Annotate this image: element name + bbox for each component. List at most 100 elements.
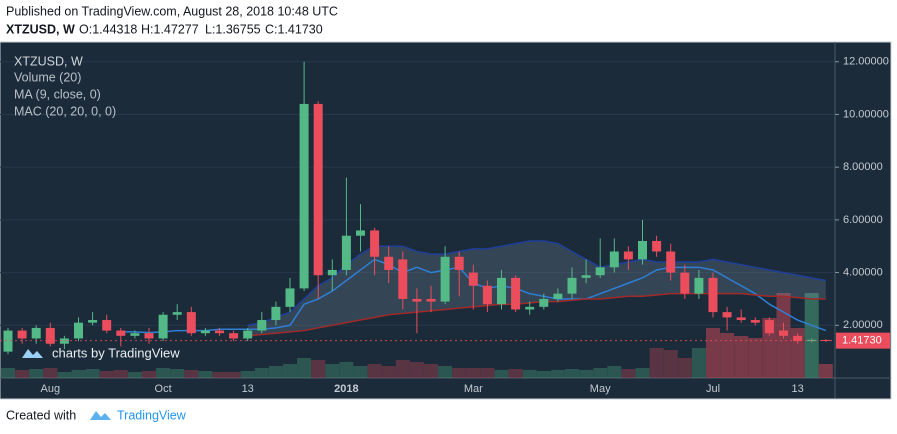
volume-bar xyxy=(635,368,650,378)
volume-bar xyxy=(184,370,199,378)
watermark: charts by TradingView xyxy=(22,345,180,360)
watermark-text: charts by TradingView xyxy=(52,345,180,360)
volume-bar xyxy=(240,371,255,378)
candle-body xyxy=(779,330,788,336)
y-tick-label: 10.00000 xyxy=(843,108,889,120)
volume-bar xyxy=(607,366,622,378)
candle-body xyxy=(764,320,774,334)
y-tick-label: 8.00000 xyxy=(843,161,883,173)
volume-bar xyxy=(466,368,481,378)
candle-body xyxy=(581,275,591,278)
candle-body xyxy=(356,230,365,236)
volume-bar xyxy=(734,336,749,378)
volume-bar xyxy=(198,371,213,378)
volume-bar xyxy=(113,370,128,378)
candle-body xyxy=(327,269,337,276)
volume-bar xyxy=(550,370,565,378)
candle-body xyxy=(17,330,27,339)
candle-body xyxy=(215,330,224,334)
x-tick-label: Jul xyxy=(706,383,720,395)
volume-bar xyxy=(706,328,720,378)
volume-bar xyxy=(381,366,396,378)
volume-bar xyxy=(1,368,15,378)
volume-bar xyxy=(127,372,142,378)
ohlc-high: H:1.47277 xyxy=(141,22,199,36)
x-tick-label: 13 xyxy=(242,383,254,395)
footer-icon xyxy=(90,411,111,420)
candle-body xyxy=(454,256,464,270)
volume-bar xyxy=(508,369,523,378)
candle-body xyxy=(229,333,239,339)
x-tick-label: Aug xyxy=(41,383,61,395)
candle-body xyxy=(172,312,182,315)
volume-bar xyxy=(367,364,382,378)
published-line: Published on TradingView.com, August 28,… xyxy=(6,4,338,18)
volume-bar xyxy=(691,348,706,378)
candle-body xyxy=(412,298,422,302)
candle-body xyxy=(666,251,676,273)
candle-body xyxy=(102,320,112,331)
watermark-icon xyxy=(22,349,43,358)
candle-body xyxy=(750,320,760,323)
volume-bar xyxy=(339,362,354,378)
volume-bar xyxy=(480,368,495,378)
candle-body xyxy=(299,103,309,289)
volume-bar xyxy=(565,369,579,378)
legend-volume: Volume (20) xyxy=(14,70,81,84)
candle-body xyxy=(652,240,662,252)
plot: 2.00000 4.00000 6.00000 8.00000 10.00000 12.0… xyxy=(0,56,890,395)
legend-mac: MAC (20, 20, 0, 0) xyxy=(14,104,116,118)
candle-body xyxy=(623,251,633,260)
candle-body xyxy=(341,235,351,270)
volume-bar xyxy=(226,372,241,378)
volume-bar xyxy=(283,364,297,378)
volume-bar xyxy=(438,366,453,378)
candle-body xyxy=(313,103,323,276)
candle-body xyxy=(257,320,267,331)
last-price-box xyxy=(836,332,890,349)
volume-bar xyxy=(593,368,608,378)
candle-body xyxy=(694,277,704,294)
volume-bar xyxy=(522,370,537,378)
candle-body xyxy=(370,230,380,257)
volume-bar xyxy=(720,333,735,378)
candle-body xyxy=(595,267,605,276)
candle-body xyxy=(722,312,732,318)
candle-body xyxy=(158,314,168,339)
y-tick-label: 4.00000 xyxy=(843,266,883,278)
last-price-label: 1.41730 xyxy=(842,335,882,347)
candle-body xyxy=(793,335,803,342)
volume-bar xyxy=(818,364,833,378)
volume-bar xyxy=(15,370,30,378)
candle-body xyxy=(638,240,647,260)
candle-body xyxy=(74,322,83,339)
volume-bar xyxy=(748,338,763,378)
symbol: XTZUSD, W xyxy=(6,22,75,36)
footer-brand[interactable]: TradingView xyxy=(117,408,187,422)
ohlc-open: O:1.44318 xyxy=(79,22,137,36)
volume-bar xyxy=(43,368,58,378)
candle-body xyxy=(186,312,196,334)
candle-body xyxy=(497,277,506,305)
candle-body xyxy=(45,327,55,344)
volume-bar xyxy=(254,368,269,378)
candle-body xyxy=(440,256,450,302)
volume-bar xyxy=(353,366,368,378)
volume-bar xyxy=(325,364,340,378)
volume-bar xyxy=(297,358,312,378)
volume-bar xyxy=(494,370,509,378)
candle-body xyxy=(609,251,619,268)
candle-body xyxy=(398,259,408,299)
volume-bar xyxy=(212,372,227,378)
candle-body xyxy=(31,327,41,339)
footer-created: Created with xyxy=(6,408,76,422)
x-tick-label: Mar xyxy=(464,383,483,395)
y-tick-label: 6.00000 xyxy=(843,214,883,226)
volume-bar xyxy=(579,370,594,378)
candle-body xyxy=(285,288,295,307)
ohlc-close: C:1.41730 xyxy=(265,22,323,36)
candle-body xyxy=(482,285,492,305)
volume-bar xyxy=(424,364,438,378)
